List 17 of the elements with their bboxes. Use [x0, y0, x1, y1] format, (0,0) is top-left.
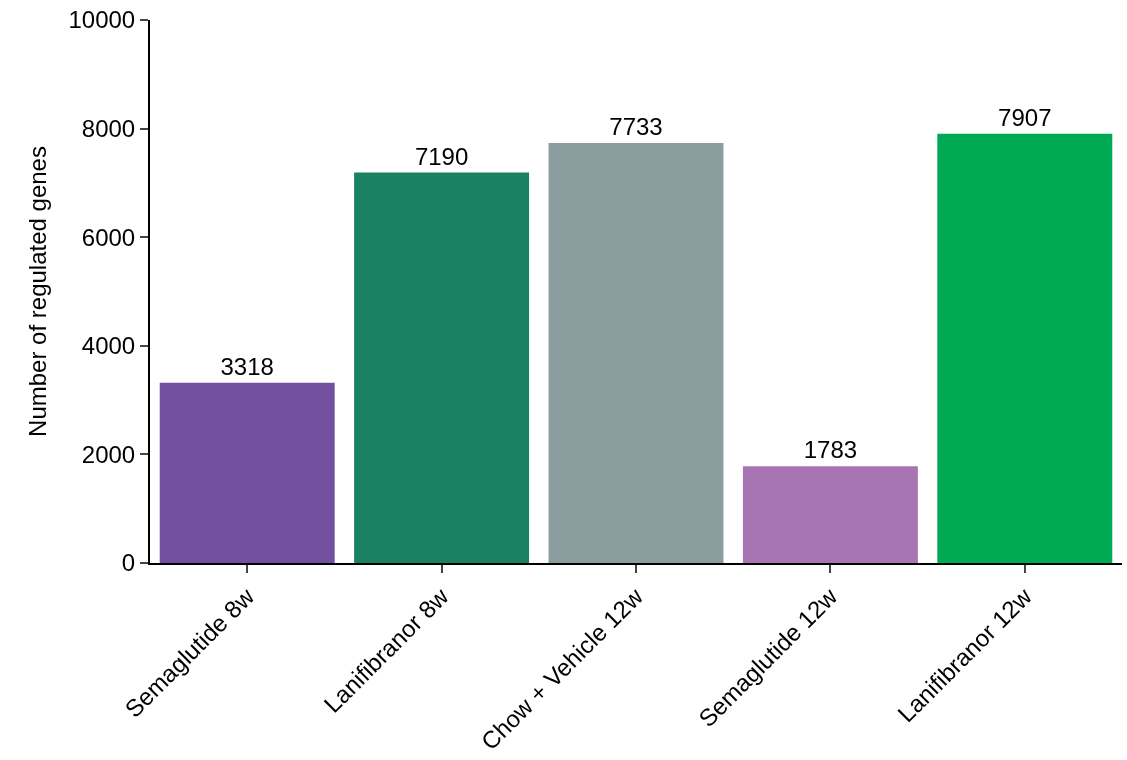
data-label: 7190: [414, 142, 469, 170]
bar: [937, 133, 1113, 563]
y-tick-label: 8000: [81, 115, 136, 142]
data-label: 1783: [803, 436, 858, 464]
y-tick-label: 6000: [81, 223, 136, 251]
y-axis-title: Number of regulated genes: [24, 146, 52, 437]
bar: [159, 382, 335, 563]
data-label: 7733: [609, 113, 663, 141]
bar: [742, 466, 918, 563]
data-label: 7907: [998, 103, 1052, 131]
y-tick-label: 10000: [68, 6, 136, 34]
y-tick-label: 0: [121, 549, 136, 577]
bar: [354, 172, 530, 563]
bar: [548, 143, 724, 563]
y-tick-label: 4000: [81, 332, 136, 360]
y-tick-label: 2000: [81, 440, 136, 468]
data-label: 3318: [220, 352, 274, 380]
